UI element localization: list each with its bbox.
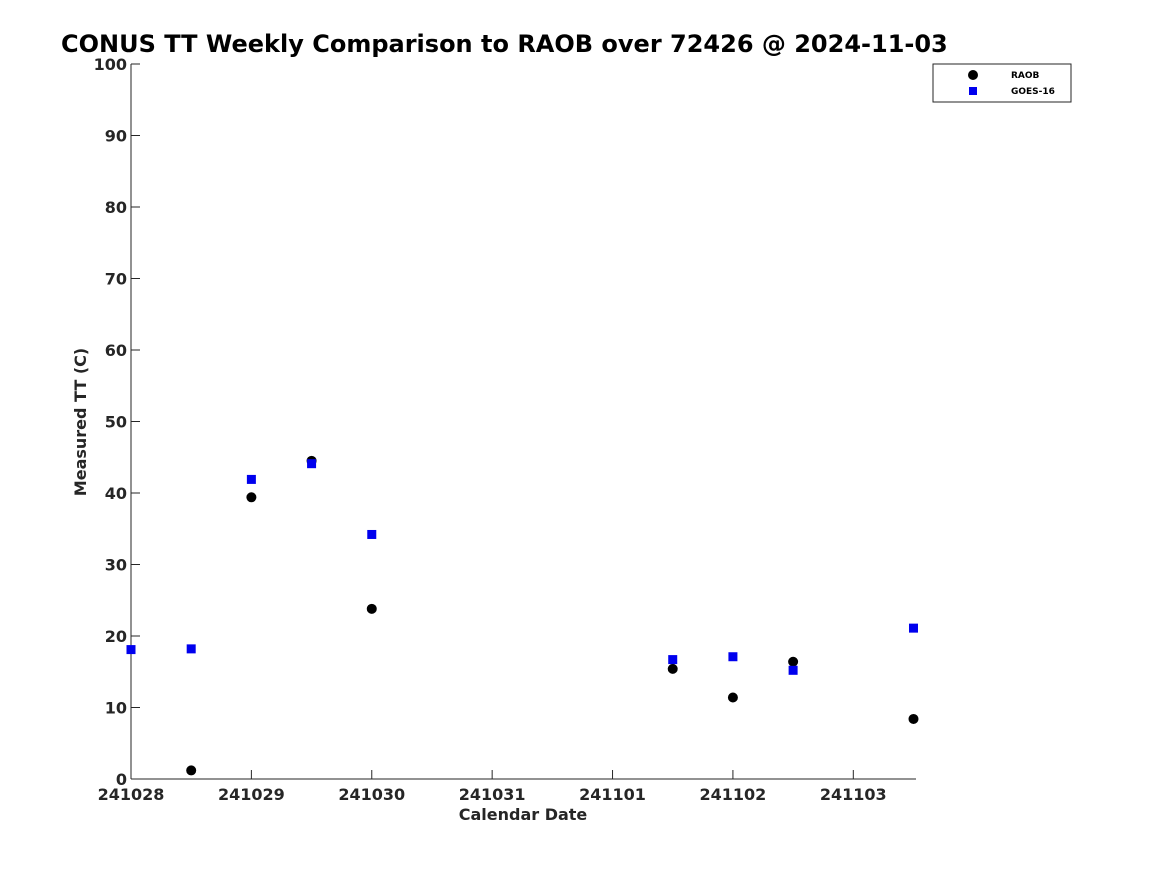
x-ticks: 241028 241029 241030 241031 241101 241102 2411… [98, 770, 887, 804]
y-ticks: 0 10 20 30 40 50 60 70 80 90 100 [94, 55, 140, 789]
y-tick-label: 80 [105, 198, 127, 217]
plot-area: 0 10 20 30 40 50 60 70 80 90 100 241028 241029 24103… [94, 55, 919, 804]
legend-marker [968, 70, 978, 80]
series-raob [186, 455, 919, 776]
y-tick-label: 30 [105, 556, 127, 575]
data-point [668, 655, 678, 665]
x-tick-label: 241028 [98, 785, 165, 804]
data-point [307, 459, 317, 469]
legend-label: RAOB [1011, 71, 1040, 81]
x-tick-label: 241029 [218, 785, 285, 804]
x-tick-label: 241103 [820, 785, 887, 804]
y-tick-label: 10 [105, 699, 127, 718]
data-point [908, 623, 918, 633]
x-tick-label: 241102 [700, 785, 767, 804]
y-tick-label: 100 [94, 55, 127, 74]
x-tick-label: 241030 [338, 785, 405, 804]
y-tick-label: 70 [105, 270, 127, 289]
y-tick-label: 0 [116, 770, 127, 789]
data-point [366, 603, 377, 614]
y-tick-label: 60 [105, 341, 127, 360]
legend-box [932, 63, 1072, 103]
data-point [667, 663, 678, 674]
y-tick-label: 20 [105, 627, 127, 646]
data-point [728, 652, 738, 662]
data-point [788, 656, 799, 667]
data-point [908, 713, 919, 724]
data-point [186, 644, 196, 654]
data-point [367, 529, 377, 539]
legend-marker [969, 87, 977, 95]
data-point [727, 692, 738, 703]
legend: RAOB GOES-16 [932, 63, 1072, 103]
y-tick-label: 50 [105, 413, 127, 432]
series-goes-16 [126, 459, 918, 675]
legend-label: GOES-16 [1011, 87, 1055, 97]
x-tick-label: 241101 [579, 785, 646, 804]
data-point [246, 474, 256, 484]
data-point [126, 645, 136, 655]
data-point [246, 492, 257, 503]
y-tick-label: 40 [105, 484, 127, 503]
chart-title: CONUS TT Weekly Comparison to RAOB over … [61, 30, 948, 58]
data-points [126, 455, 919, 776]
x-tick-label: 241031 [459, 785, 526, 804]
y-axis-label: Measured TT (C) [71, 348, 90, 496]
x-axis-label: Calendar Date [459, 805, 588, 824]
data-point [186, 765, 197, 776]
y-tick-label: 90 [105, 127, 127, 146]
data-point [788, 665, 798, 675]
